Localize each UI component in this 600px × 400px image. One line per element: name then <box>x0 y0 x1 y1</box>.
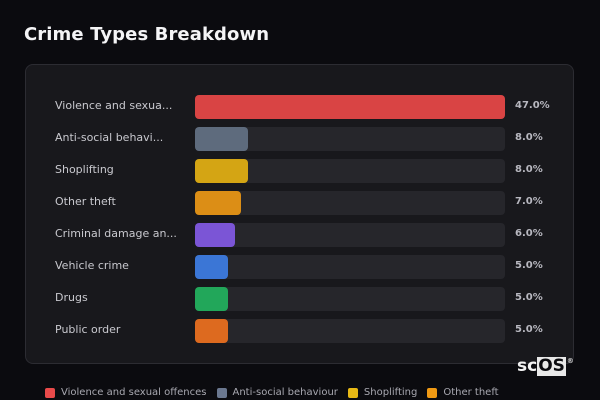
bar-fill[interactable] <box>195 95 505 119</box>
bar-value: 6.0% <box>515 228 543 239</box>
bar-track <box>195 319 505 343</box>
legend-item[interactable]: Other theft <box>427 387 499 398</box>
bar-value: 5.0% <box>515 324 543 335</box>
bar-fill[interactable] <box>195 127 248 151</box>
bar-row[interactable]: Shoplifting 8.0% <box>26 159 573 183</box>
bar-track <box>195 159 505 183</box>
legend-label: Other theft <box>443 387 499 398</box>
bar-track <box>195 255 505 279</box>
bar-label: Other theft <box>55 195 116 208</box>
legend-label: Violence and sexual offences <box>61 387 207 398</box>
legend-swatch-icon <box>216 387 227 398</box>
logo-os: OS <box>537 356 566 376</box>
bar-value: 8.0% <box>515 132 543 143</box>
bar-fill[interactable] <box>195 255 228 279</box>
chart-legend: Violence and sexual offences Anti-social … <box>45 387 509 398</box>
bar-label: Vehicle crime <box>55 259 129 272</box>
bar-row[interactable]: Violence and sexua... 47.0% <box>26 95 573 119</box>
bar-fill[interactable] <box>195 287 228 311</box>
bar-row[interactable]: Drugs 5.0% <box>26 287 573 311</box>
bar-label: Criminal damage an... <box>55 227 177 240</box>
chart-card: Violence and sexua... 47.0% Anti-social be… <box>25 64 574 364</box>
legend-item[interactable]: Shoplifting <box>347 387 418 398</box>
bar-row[interactable]: Other theft 7.0% <box>26 191 573 215</box>
registered-mark: ® <box>566 357 574 365</box>
bar-fill[interactable] <box>195 223 235 247</box>
legend-label: Anti-social behaviour <box>232 387 338 398</box>
bar-value: 47.0% <box>515 100 550 111</box>
bar-track <box>195 287 505 311</box>
bar-row[interactable]: Criminal damage an... 6.0% <box>26 223 573 247</box>
bar-row[interactable]: Anti-social behavi... 8.0% <box>26 127 573 151</box>
legend-swatch-icon <box>347 387 358 398</box>
bar-row[interactable]: Public order 5.0% <box>26 319 573 343</box>
bar-value: 5.0% <box>515 260 543 271</box>
legend-label: Shoplifting <box>363 387 418 398</box>
legend-swatch-icon <box>427 387 438 398</box>
logo-sc: sc <box>517 356 538 376</box>
bar-fill[interactable] <box>195 319 228 343</box>
legend-item[interactable]: Violence and sexual offences <box>45 387 207 398</box>
scos-logo: sc OS ® <box>517 357 574 376</box>
bar-value: 8.0% <box>515 164 543 175</box>
legend-item[interactable]: Anti-social behaviour <box>216 387 338 398</box>
bar-fill[interactable] <box>195 159 248 183</box>
bar-track <box>195 223 505 247</box>
bar-label: Shoplifting <box>55 163 114 176</box>
bar-fill[interactable] <box>195 191 242 215</box>
bar-label: Public order <box>55 323 121 336</box>
bar-value: 7.0% <box>515 196 543 207</box>
bar-track <box>195 95 505 119</box>
bar-label: Violence and sexua... <box>55 99 173 112</box>
bar-value: 5.0% <box>515 292 543 303</box>
legend-swatch-icon <box>45 387 55 398</box>
bar-track <box>195 191 505 215</box>
bar-track <box>195 127 505 151</box>
chart-title: Crime Types Breakdown <box>24 24 270 45</box>
bar-label: Anti-social behavi... <box>55 131 164 144</box>
bar-label: Drugs <box>55 291 88 304</box>
bar-row[interactable]: Vehicle crime 5.0% <box>26 255 573 279</box>
